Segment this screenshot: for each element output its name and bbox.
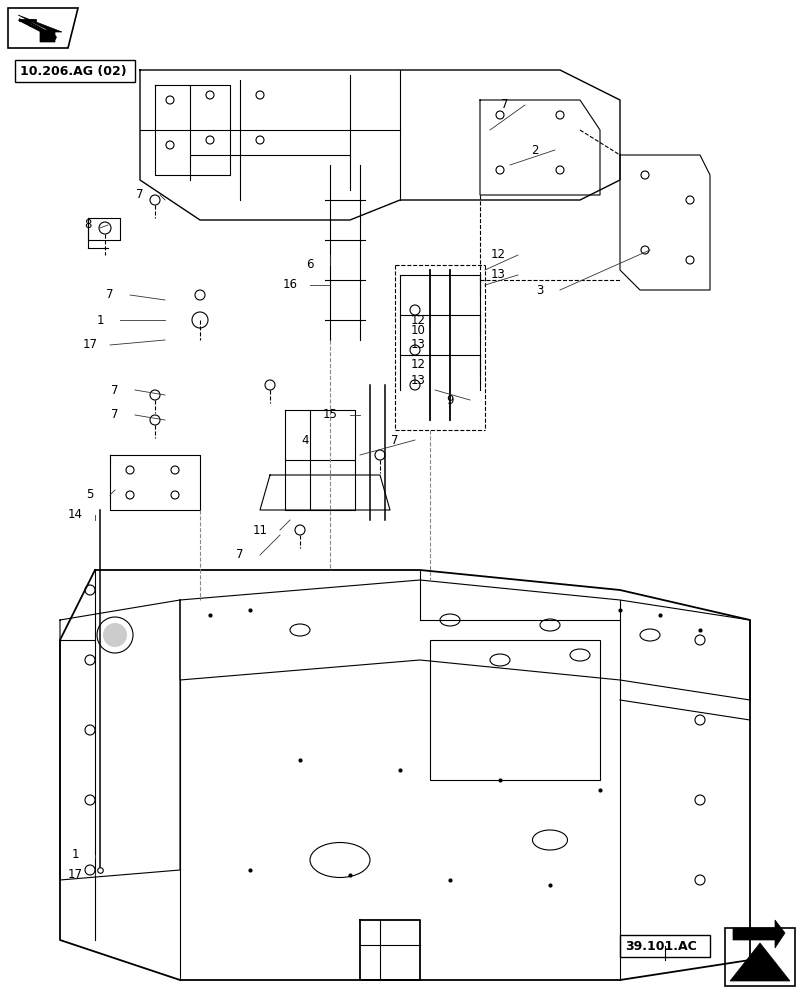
Text: 7: 7 [106,288,114,302]
Text: 14: 14 [68,508,82,522]
Bar [15,60,135,82]
Text: 11: 11 [252,524,267,536]
Text: 6: 6 [306,258,314,271]
Text: 12: 12 [410,359,426,371]
Text: 12: 12 [490,248,506,261]
Text: 7: 7 [236,548,244,562]
Text: 13: 13 [410,338,426,352]
Text: 15: 15 [322,408,338,422]
Bar [430,640,600,780]
Text: 7: 7 [391,434,399,446]
Text: 13: 13 [410,373,426,386]
Text: 17: 17 [68,868,82,882]
Text: 10.206.AG (02): 10.206.AG (02) [20,64,127,78]
Text: 12: 12 [410,314,426,326]
Text: 7: 7 [501,99,509,111]
Bar [620,935,710,957]
Bar [725,928,795,986]
Text: 1: 1 [71,848,78,861]
Polygon shape [18,15,62,42]
Text: 2: 2 [531,143,539,156]
Text: 4: 4 [301,434,309,446]
Circle shape [103,623,127,647]
Text: 3: 3 [537,284,544,296]
Text: 13: 13 [490,268,506,282]
Text: 16: 16 [283,278,297,292]
Polygon shape [730,943,790,981]
Text: 8: 8 [84,219,91,232]
Text: 7: 7 [112,408,119,422]
Text: 5: 5 [86,488,94,502]
Text: 17: 17 [82,338,98,352]
Polygon shape [8,8,78,48]
Text: 7: 7 [137,188,144,202]
Text: 9: 9 [446,393,454,406]
Text: 39.101.AC: 39.101.AC [625,940,696,952]
Text: 1: 1 [96,314,103,326]
Text: 10: 10 [410,324,426,336]
Polygon shape [733,920,785,948]
Text: 7: 7 [112,383,119,396]
